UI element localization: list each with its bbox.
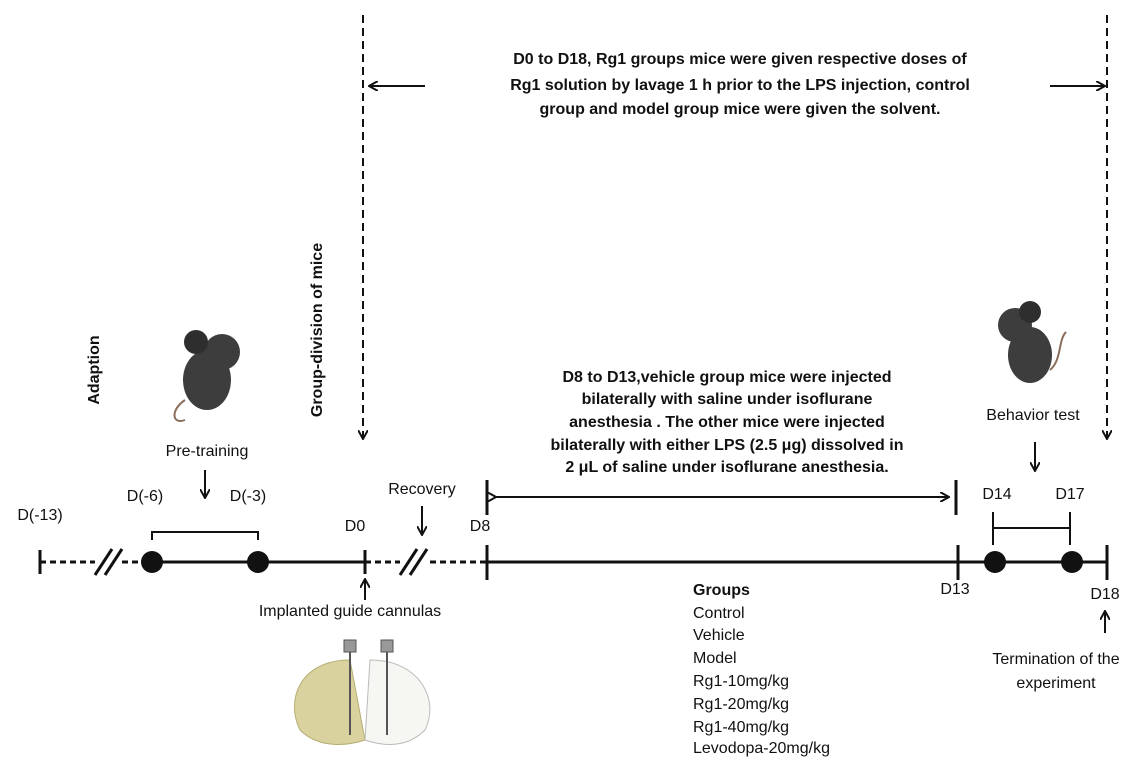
group-item: Rg1-40mg/kg — [693, 719, 789, 736]
recovery-label: Recovery — [388, 481, 456, 498]
implanted-label: Implanted guide cannulas — [259, 603, 441, 620]
diagram: D0 to D18, Rg1 groups mice were given re… — [0, 0, 1132, 758]
day-label: D13 — [940, 581, 969, 598]
behavior-test-label: Behavior test — [986, 407, 1080, 424]
top-note: group and model group mice were given th… — [540, 101, 941, 118]
adaption-label: Adaption — [86, 335, 103, 404]
middle-note: 2 μL of saline under isoflurane anesthes… — [565, 459, 888, 476]
group-item: Vehicle — [693, 627, 745, 644]
groups-title: Groups — [693, 582, 750, 599]
day-label: D17 — [1055, 486, 1084, 503]
day-label: D14 — [982, 486, 1011, 503]
middle-note: bilaterally with saline under isoflurane — [582, 391, 873, 408]
middle-note: D8 to D13,vehicle group mice were inject… — [563, 369, 892, 386]
day-label: D18 — [1090, 586, 1119, 603]
middle-note: bilaterally with either LPS (2.5 μg) dis… — [551, 437, 904, 454]
top-note: Rg1 solution by lavage 1 h prior to the … — [510, 77, 970, 94]
day-label: D0 — [345, 518, 366, 535]
day-label: D(-6) — [127, 488, 163, 505]
pre-training-label: Pre-training — [166, 443, 249, 460]
top-note: D0 to D18, Rg1 groups mice were given re… — [513, 51, 967, 68]
group-division-label: Group-division of mice — [309, 243, 326, 417]
termination-label: experiment — [1016, 675, 1096, 692]
day-label: D8 — [470, 518, 491, 535]
texts: D0 to D18, Rg1 groups mice were given re… — [17, 51, 1119, 757]
group-item: Rg1-10mg/kg — [693, 673, 789, 690]
day-label: D(-3) — [230, 488, 266, 505]
day-label: D(-13) — [17, 507, 62, 524]
group-item: Levodopa-20mg/kg — [693, 740, 830, 757]
brain-illustration — [294, 640, 429, 744]
termination-label: Termination of the — [992, 651, 1119, 668]
group-item: Control — [693, 605, 745, 622]
group-item: Rg1-20mg/kg — [693, 696, 789, 713]
group-item: Model — [693, 650, 737, 667]
middle-note: anesthesia . The other mice were injecte… — [569, 414, 885, 431]
